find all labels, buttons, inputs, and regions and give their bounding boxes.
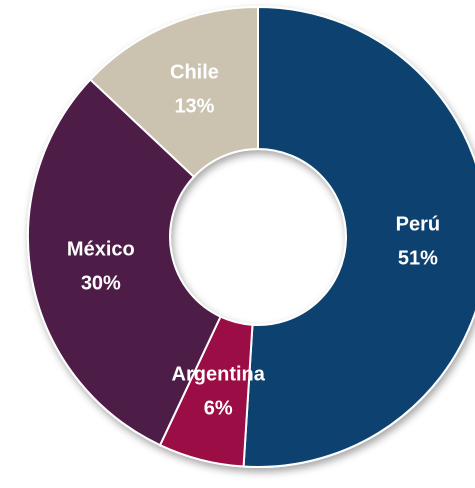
slice-label: Argentina xyxy=(172,363,266,385)
slice xyxy=(242,5,475,468)
slice xyxy=(88,5,259,179)
value-label: 13% xyxy=(174,95,214,117)
value-label: 6% xyxy=(204,397,233,419)
donut xyxy=(27,5,475,468)
slice-label: Perú xyxy=(396,213,440,235)
value-label: 51% xyxy=(398,247,438,269)
value-label: 30% xyxy=(81,272,121,294)
slice-label: México xyxy=(67,238,135,260)
slice-label: Chile xyxy=(170,61,219,83)
slice xyxy=(27,78,222,447)
